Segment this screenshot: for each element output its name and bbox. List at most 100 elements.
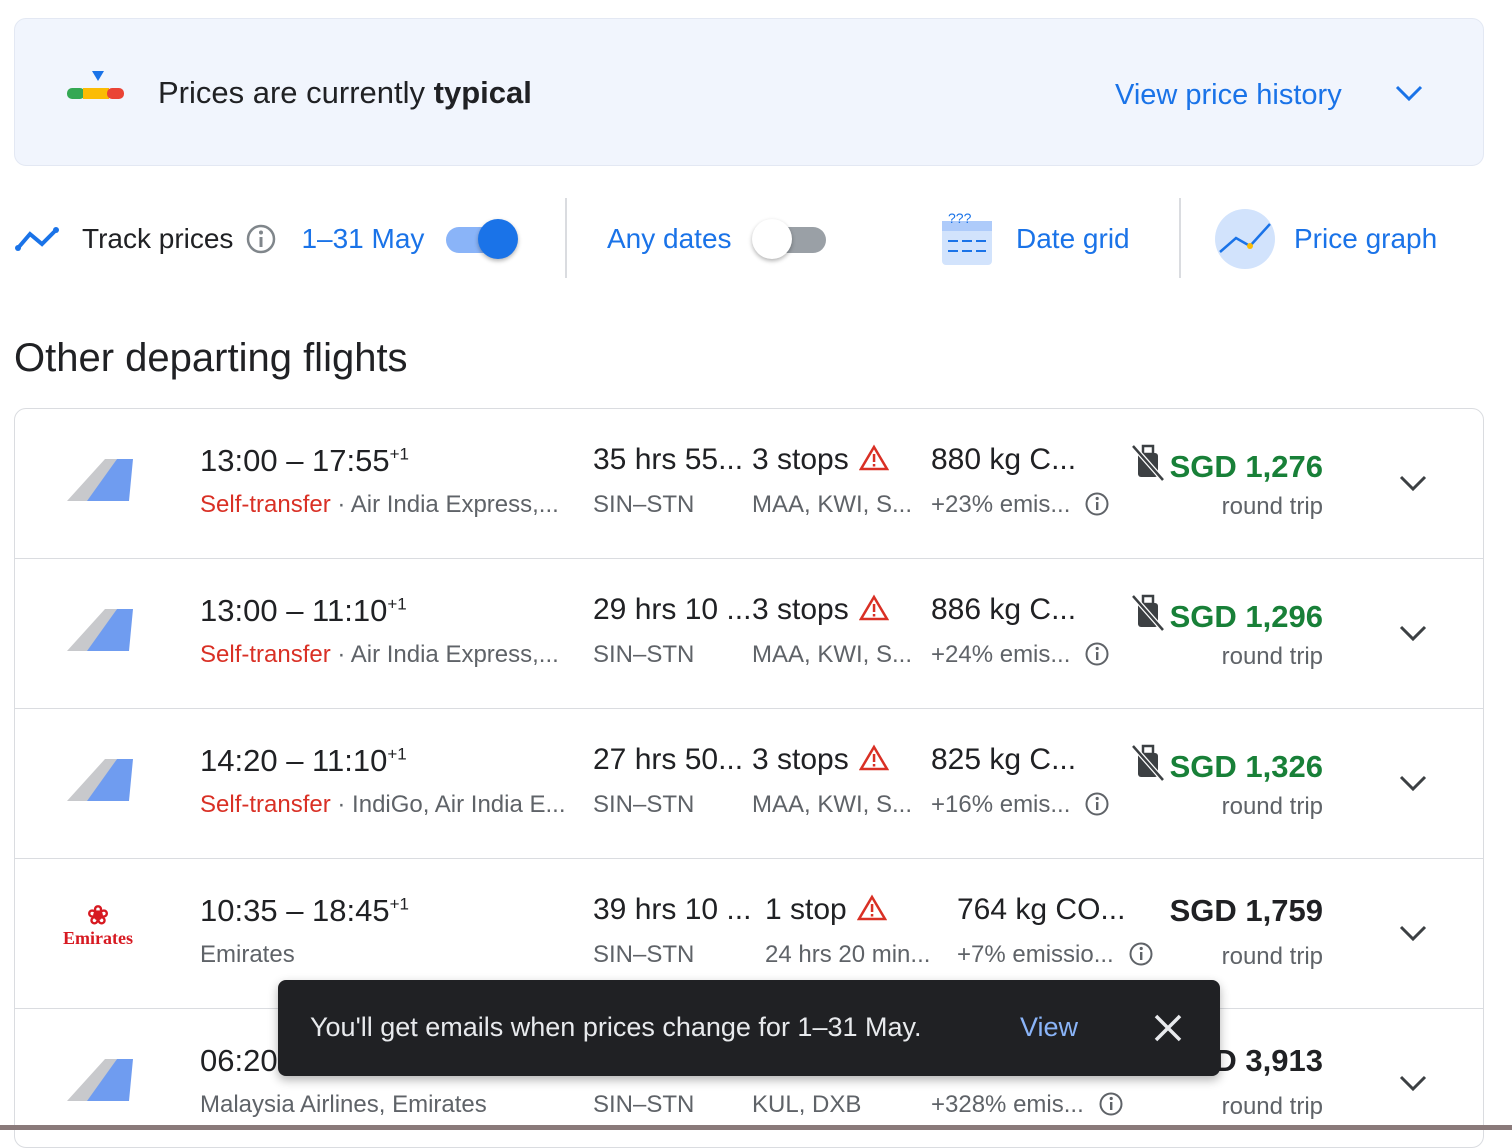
flight-times: 06:20 xyxy=(200,1043,278,1079)
emissions: 764 kg CO... xyxy=(957,893,1126,926)
date-grid-label: Date grid xyxy=(1016,223,1130,254)
emissions-percent: +328% emis... xyxy=(931,1091,1124,1119)
view-price-history-link[interactable]: View price history xyxy=(1115,79,1342,111)
airline-names: Malaysia Airlines, Emirates xyxy=(200,1091,487,1118)
airline-info: Self-transfer · Air India Express,... xyxy=(200,641,559,668)
price: SGD 1,326 xyxy=(1130,743,1323,785)
airline-logo: ❀ Emirates xyxy=(61,901,135,948)
airline-info: Self-transfer · IndiGo, Air India E... xyxy=(200,791,566,818)
warning-icon xyxy=(858,594,889,621)
duration: 29 hrs 10 ... xyxy=(593,593,752,626)
airline-names: Air India Express,... xyxy=(350,641,559,668)
flight-row[interactable]: 06:20 Malaysia Airlines, Emirates SIN–ST… xyxy=(15,1009,1483,1147)
airline-logo xyxy=(65,1057,135,1108)
price-insight-banner: Prices are currently typical View price … xyxy=(14,18,1484,166)
chevron-down-icon[interactable] xyxy=(1397,769,1429,797)
warning-icon xyxy=(858,744,889,771)
stops-count: 3 stops xyxy=(752,443,849,476)
info-icon[interactable] xyxy=(1084,491,1110,517)
track-prices-label: Track prices xyxy=(82,223,234,254)
time-range: 13:00 – 17:55 xyxy=(200,443,390,478)
svg-text:???: ??? xyxy=(948,211,972,226)
info-icon[interactable] xyxy=(245,223,277,255)
no-carry-on-bag-icon xyxy=(1130,444,1165,482)
flight-row[interactable]: ❀ Emirates 10:35 – 18:45+1 Emirates 39 hr… xyxy=(15,859,1483,1009)
self-transfer-tag: Self-transfer xyxy=(200,791,331,818)
calendar-icon: ??? xyxy=(942,211,992,265)
window-edge xyxy=(0,1125,1512,1130)
price: SGD 1,759 xyxy=(1170,893,1323,929)
section-title: Other departing flights xyxy=(14,336,408,380)
price: D 3,913 xyxy=(1214,1043,1323,1079)
emissions-percent-text: +16% emis... xyxy=(931,791,1071,818)
flight-times: 10:35 – 18:45+1 xyxy=(200,893,409,929)
emissions-percent: +16% emis... xyxy=(931,791,1110,819)
emissions-percent-text: +23% emis... xyxy=(931,491,1071,518)
info-icon[interactable] xyxy=(1084,791,1110,817)
layover-airports: 24 hrs 20 min... xyxy=(765,941,931,968)
flight-row[interactable]: 13:00 – 11:10+1 Self-transfer · Air Indi… xyxy=(15,559,1483,709)
airline-logo xyxy=(65,457,135,508)
price-level-icon xyxy=(67,71,124,99)
airline-logo-icon xyxy=(67,759,133,801)
duration: 39 hrs 10 ... xyxy=(593,893,752,926)
airline-logo-icon xyxy=(67,609,133,651)
airline-logo xyxy=(65,757,135,808)
any-dates-label: Any dates xyxy=(607,223,732,254)
chevron-down-icon[interactable] xyxy=(1397,469,1429,497)
any-dates-control: Any dates xyxy=(607,200,826,278)
price-type: round trip xyxy=(1221,943,1323,970)
airline-names: Emirates xyxy=(200,941,295,968)
price-graph-icon xyxy=(1215,209,1275,269)
airline-logo-icon xyxy=(67,1059,133,1101)
chevron-down-icon[interactable] xyxy=(1393,77,1425,109)
time-range: 14:20 – 11:10 xyxy=(200,743,388,778)
warning-icon xyxy=(856,894,887,921)
emissions: 825 kg C... xyxy=(931,743,1077,776)
date-grid-button[interactable]: ??? Date grid xyxy=(940,200,1130,278)
flight-list: 13:00 – 17:55+1 Self-transfer · Air Indi… xyxy=(14,408,1484,1148)
flight-row[interactable]: 14:20 – 11:10+1 Self-transfer · IndiGo, … xyxy=(15,709,1483,859)
info-icon[interactable] xyxy=(1128,941,1154,967)
emissions-percent: +24% emis... xyxy=(931,641,1110,669)
chevron-down-icon[interactable] xyxy=(1397,619,1429,647)
divider xyxy=(1179,198,1181,278)
day-offset: +1 xyxy=(389,894,410,914)
route: SIN–STN xyxy=(593,941,695,968)
price-value: D 3,913 xyxy=(1214,1043,1323,1078)
price-status-prefix: Prices are currently xyxy=(158,75,434,110)
price-type: round trip xyxy=(1221,493,1323,520)
time-range: 10:35 – 18:45 xyxy=(200,893,390,928)
stops: 3 stops xyxy=(752,743,889,777)
any-dates-toggle[interactable] xyxy=(751,219,826,259)
toast-notification: You'll get emails when prices change for… xyxy=(278,980,1220,1076)
price-value: SGD 1,276 xyxy=(1169,449,1323,484)
day-offset: +1 xyxy=(389,444,410,464)
emirates-logo: ❀ Emirates xyxy=(63,901,133,948)
price-type: round trip xyxy=(1221,643,1323,670)
toast-view-button[interactable]: View xyxy=(1020,1012,1079,1042)
flight-row[interactable]: 13:00 – 17:55+1 Self-transfer · Air Indi… xyxy=(15,409,1483,559)
chevron-down-icon[interactable] xyxy=(1397,1069,1429,1097)
divider xyxy=(565,198,567,278)
time-range: 06:20 xyxy=(200,1043,278,1078)
stops: 3 stops xyxy=(752,443,889,477)
emissions-percent: +7% emissio... xyxy=(957,941,1154,969)
info-icon[interactable] xyxy=(1084,641,1110,667)
emissions-percent-text: +24% emis... xyxy=(931,641,1071,668)
track-dates[interactable]: 1–31 May xyxy=(301,223,425,254)
track-prices-toggle[interactable] xyxy=(446,219,520,259)
stops-count: 3 stops xyxy=(752,743,849,776)
chevron-down-icon[interactable] xyxy=(1397,919,1429,947)
price-status: Prices are currently typical xyxy=(158,75,532,111)
price-graph-button[interactable]: Price graph xyxy=(1214,200,1437,278)
layover-airports: MAA, KWI, S... xyxy=(752,491,913,518)
airline-info: Malaysia Airlines, Emirates xyxy=(200,1091,487,1119)
airline-names: IndiGo, Air India E... xyxy=(352,791,566,818)
price-graph-label: Price graph xyxy=(1294,223,1438,254)
info-icon[interactable] xyxy=(1098,1091,1124,1117)
emissions: 886 kg C... xyxy=(931,593,1077,626)
close-icon[interactable] xyxy=(1152,1012,1184,1044)
airline-logo xyxy=(65,607,135,658)
time-range: 13:00 – 11:10 xyxy=(200,593,388,628)
